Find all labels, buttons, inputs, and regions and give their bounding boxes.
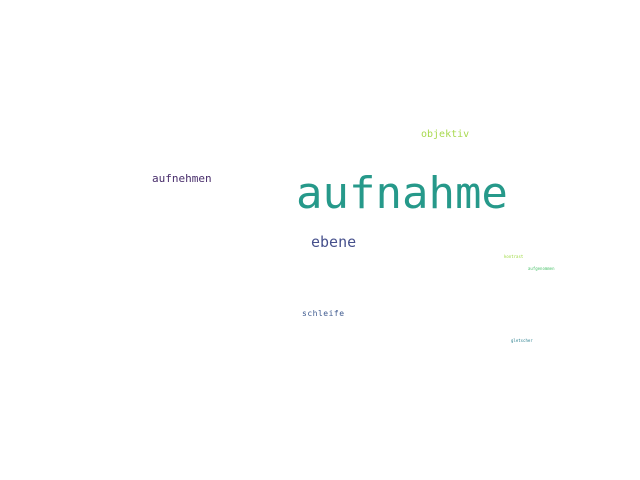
word-schleife: schleife <box>302 309 345 318</box>
word-ebene: ebene <box>311 233 357 251</box>
word-aufnehmen: aufnehmen <box>152 172 212 185</box>
word-aufnahme: aufnahme <box>296 168 508 219</box>
word-aufgenommen: aufgenommen <box>528 266 555 271</box>
word-objektiv: objektiv <box>421 129 470 140</box>
word-gletscher: gletscher <box>511 338 533 343</box>
word-kontrast: kontrast <box>504 254 524 259</box>
